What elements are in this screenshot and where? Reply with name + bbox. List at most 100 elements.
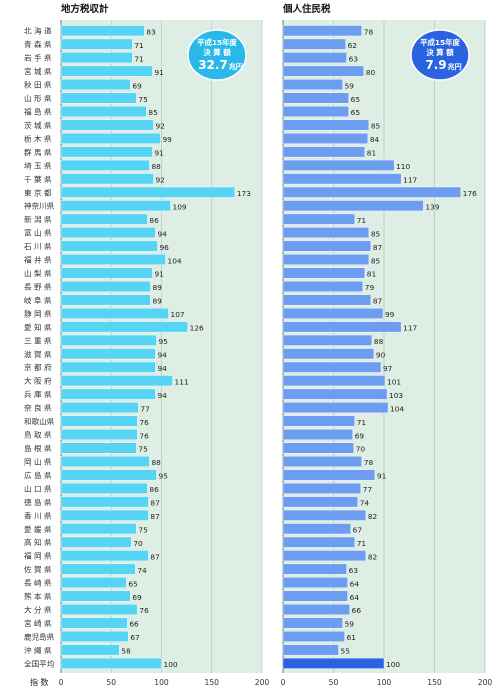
category-label: 長 野 県 [24, 282, 52, 291]
bar-value-label: 95 [158, 337, 168, 346]
bar-2 [282, 456, 362, 467]
bar-value-label: 69 [132, 593, 142, 602]
x-tick-label: 50 [329, 678, 339, 687]
bar-2 [282, 361, 382, 373]
category-label: 神奈川県 [24, 201, 55, 211]
bar-2 [282, 25, 362, 37]
category-label: 山 梨 県 [24, 268, 52, 278]
category-label: 岡 山 県 [24, 456, 52, 466]
bar-value-label: 107 [171, 310, 185, 319]
bar-2 [282, 321, 402, 333]
badge-year: 平成15年度 [420, 38, 460, 47]
bar-1 [60, 442, 137, 454]
bar-2 [282, 173, 402, 185]
bar-1 [60, 92, 137, 104]
bar-value-label: 176 [463, 189, 477, 198]
bar-value-label: 70 [356, 445, 366, 454]
category-label: 宮 城 県 [24, 66, 52, 76]
bar-1 [60, 550, 149, 562]
category-label: 長 崎 県 [24, 578, 52, 588]
bar-value-label: 103 [389, 391, 403, 400]
category-label: 富 山 県 [24, 228, 52, 238]
bar-value-label: 65 [351, 95, 361, 104]
bar-value-label: 66 [129, 620, 139, 629]
bar-1 [60, 631, 129, 642]
x-tick-label: 200 [478, 678, 493, 687]
bar-2 [282, 375, 386, 387]
bar-value-label: 79 [365, 283, 375, 292]
bar-2 [282, 402, 389, 414]
category-label: 東 京 都 [24, 187, 52, 197]
bar-value-label: 95 [158, 472, 168, 481]
bar-1 [60, 65, 153, 77]
bar-value-label: 94 [157, 391, 167, 400]
category-label: 茨 城 県 [24, 120, 52, 130]
bar-value-label: 104 [168, 256, 182, 265]
bar-2 [282, 240, 372, 252]
bar-2 [282, 590, 348, 602]
bar-value-label: 71 [134, 41, 144, 50]
bar-value-label: 74 [360, 499, 370, 508]
bar-value-label: 63 [349, 54, 359, 63]
bar-value-label: 87 [373, 297, 383, 306]
x-tick-label: 0 [281, 678, 286, 687]
bar-1 [60, 536, 132, 548]
bar-1 [60, 509, 149, 521]
category-label: 石 川 県 [24, 242, 52, 251]
bar-value-label: 75 [138, 525, 148, 534]
bar-value-label: 86 [149, 216, 159, 225]
bar-1 [60, 429, 138, 440]
category-label: 兵 庫 県 [24, 389, 52, 399]
bar-value-label: 94 [157, 364, 167, 373]
bar-value-label: 75 [138, 95, 148, 104]
chart-title: 地方税収計 [61, 3, 109, 15]
category-label: 徳 島 県 [24, 497, 52, 507]
bar-1 [60, 52, 133, 64]
bar-2 [282, 106, 349, 117]
total-badge [410, 29, 470, 81]
bar-1 [60, 388, 156, 400]
category-label: 静 岡 県 [24, 308, 52, 318]
bar-2 [282, 132, 369, 144]
bar-value-label: 110 [396, 162, 410, 171]
bar-value-label: 63 [349, 566, 359, 575]
bar-2 [282, 550, 367, 562]
bar-value-label: 78 [364, 27, 374, 36]
bar-value-label: 117 [403, 324, 417, 333]
bar-value-label: 91 [377, 472, 387, 481]
bar-1 [60, 321, 188, 333]
bar-1 [60, 146, 153, 158]
category-label: 群 馬 県 [24, 147, 52, 157]
total-badge [187, 29, 247, 81]
category-label: 宮 崎 県 [24, 618, 52, 628]
bar-1 [60, 254, 166, 265]
badge-unit: 兆円 [229, 62, 243, 71]
bar-2 [282, 159, 395, 171]
bar-value-label: 81 [367, 149, 377, 158]
bar-value-label: 90 [376, 351, 386, 360]
badge-value: 32.7 [198, 58, 228, 72]
category-label: 愛 知 県 [24, 322, 52, 332]
bar-2 [282, 523, 351, 535]
bar-value-label: 76 [139, 418, 149, 427]
bar-1 [60, 159, 150, 171]
category-label: 全国平均 [24, 658, 55, 668]
x-axis-label: 指 数 [30, 677, 49, 687]
bar-2 [282, 563, 347, 575]
category-label: 秋 田 県 [24, 80, 52, 90]
bar-value-label: 87 [150, 552, 160, 561]
bar-value-label: 88 [151, 162, 161, 171]
category-label: 香 川 県 [24, 510, 52, 520]
bar-1 [60, 227, 156, 239]
x-tick-label: 150 [427, 678, 442, 687]
bar-2 [282, 415, 355, 427]
category-label: 沖 縄 県 [24, 645, 52, 655]
bar-1 [60, 79, 131, 90]
bar-1 [60, 106, 147, 117]
category-label: 青 森 県 [24, 39, 52, 49]
bar-value-label: 94 [157, 229, 167, 238]
bar-2 [282, 294, 372, 306]
x-tick-label: 150 [205, 678, 220, 687]
bar-1 [60, 577, 127, 589]
